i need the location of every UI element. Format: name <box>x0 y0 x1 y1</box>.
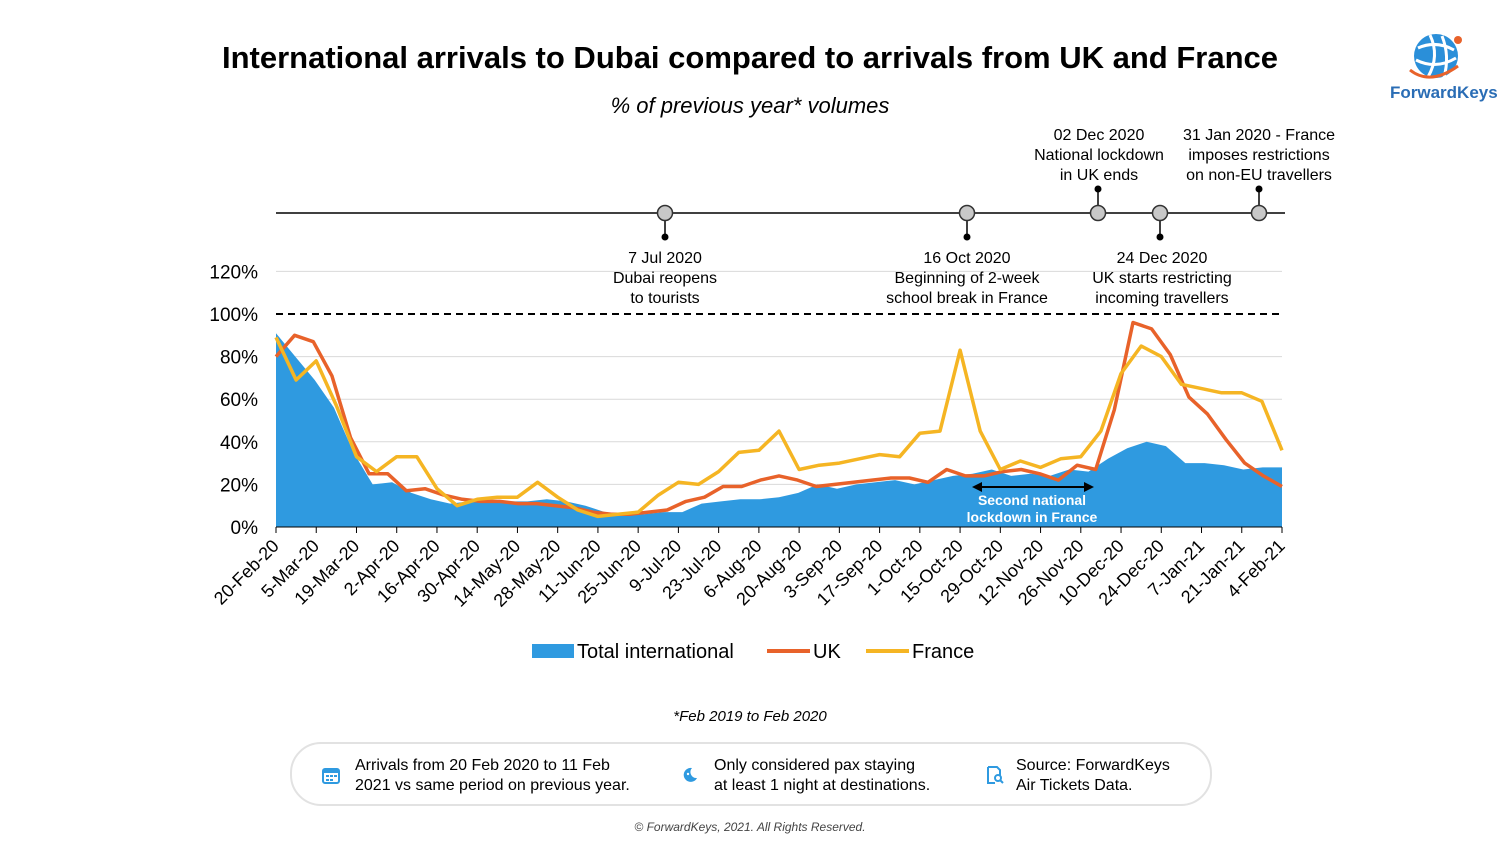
event-label: incoming travellers <box>1095 290 1228 307</box>
event-label: school break in France <box>886 290 1048 307</box>
event-marker <box>1151 204 1169 222</box>
event-label: on non-EU travellers <box>1186 167 1332 184</box>
copyright: © ForwardKeys, 2021. All Rights Reserved… <box>634 820 866 834</box>
moon-icon <box>683 767 697 782</box>
lockdown-arrow-head-right <box>1084 482 1094 492</box>
y-tick-label: 120% <box>209 262 258 283</box>
y-tick-label: 40% <box>220 433 258 454</box>
event-stem-dot <box>661 233 669 241</box>
event-label: to tourists <box>630 290 699 307</box>
y-tick-label: 60% <box>220 390 258 411</box>
footnote: *Feb 2019 to Feb 2020 <box>673 708 827 725</box>
chart-subtitle: % of previous year* volumes <box>610 93 890 118</box>
event-marker <box>1089 204 1107 222</box>
calendar-icon <box>322 768 340 784</box>
event-marker <box>1250 204 1268 222</box>
event-marker <box>656 204 674 222</box>
info-item-source: Source: ForwardKeys Air Tickets Data. <box>1016 757 1170 794</box>
legend-label: France <box>912 641 974 663</box>
legend-label: UK <box>813 641 841 663</box>
info-item-period: Arrivals from 20 Feb 2020 to 11 Feb 2021… <box>355 757 630 794</box>
y-tick-label: 100% <box>209 305 258 326</box>
lockdown-annotation: lockdown in France <box>967 509 1098 525</box>
event-label: 31 Jan 2020 - France <box>1183 127 1335 144</box>
event-stem-dot <box>1255 185 1263 193</box>
event-label: 24 Dec 2020 <box>1117 250 1208 267</box>
chart: 0%20%40%60%80%100%120%20-Feb-205-Mar-201… <box>209 127 1335 663</box>
series-area-total-international <box>276 333 1282 527</box>
event-stem-dot <box>963 233 971 241</box>
event-label: Beginning of 2-week <box>895 270 1041 287</box>
lockdown-arrow-head-left <box>972 482 982 492</box>
forwardkeys-globe-icon <box>1409 34 1462 79</box>
event-label: 16 Oct 2020 <box>923 250 1010 267</box>
document-search-icon <box>987 766 1004 784</box>
lockdown-annotation: Second national <box>978 492 1086 508</box>
event-label: Dubai reopens <box>613 270 717 287</box>
event-stem-dot <box>1156 233 1164 241</box>
info-box: Arrivals from 20 Feb 2020 to 11 Feb 2021… <box>290 742 1212 806</box>
legend-swatch-total <box>532 644 574 658</box>
event-label: 7 Jul 2020 <box>628 250 702 267</box>
y-tick-label: 80% <box>220 348 258 369</box>
y-tick-label: 0% <box>231 518 259 539</box>
y-tick-label: 20% <box>220 475 258 496</box>
info-item-pax: Only considered pax staying at least 1 n… <box>714 757 931 794</box>
event-label: National lockdown <box>1034 147 1164 164</box>
event-label: in UK ends <box>1060 167 1138 184</box>
event-label: 02 Dec 2020 <box>1054 127 1145 144</box>
legend-label: Total international <box>577 641 734 663</box>
event-label: UK starts restricting <box>1092 270 1232 287</box>
chart-title: International arrivals to Dubai compared… <box>222 40 1278 75</box>
logo-text: ForwardKeys <box>1390 83 1498 102</box>
event-marker <box>958 204 976 222</box>
event-stem-dot <box>1094 185 1102 193</box>
event-label: imposes restrictions <box>1188 147 1329 164</box>
series-line-france <box>274 336 1284 519</box>
